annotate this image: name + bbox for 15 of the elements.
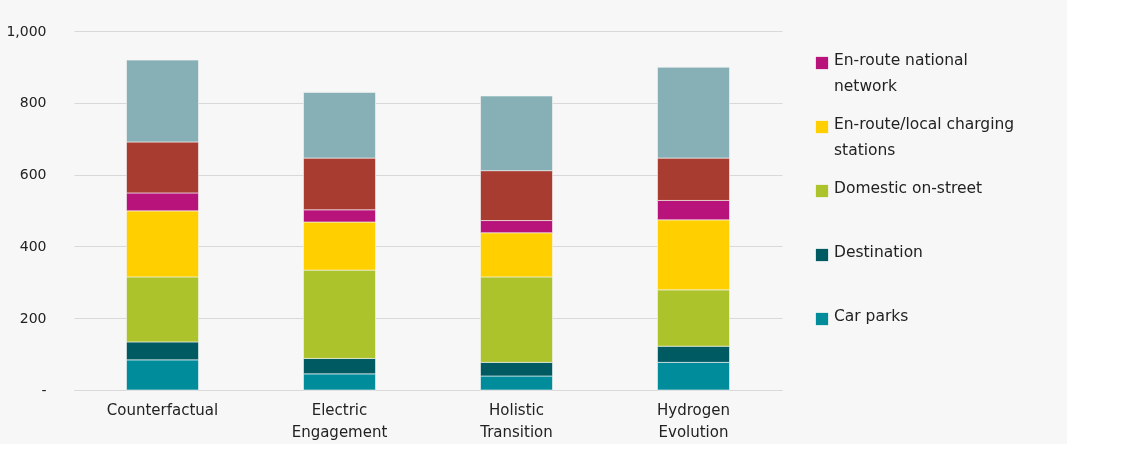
y-tick-label: 200 [19, 309, 47, 326]
legend-label: Destination [834, 243, 923, 261]
y-tick-label: - [41, 381, 47, 398]
legend-label: En-route/local charging stations [834, 115, 1015, 159]
y-tick-label: 400 [19, 237, 47, 254]
x-tick-label: Electric Engagement [291, 400, 388, 441]
x-tick-label: Holistic Transition [479, 400, 553, 441]
legend-label: En-route national network [834, 51, 968, 95]
y-tick-label: 600 [19, 166, 47, 183]
legend-label: Car parks [834, 307, 909, 325]
legend-label: Domestic on-street [834, 179, 983, 197]
y-tick-label: 800 [19, 94, 47, 111]
x-tick-label: Hydrogen Evolution [657, 400, 730, 441]
y-tick-label: 1,000 [6, 22, 47, 39]
x-tick-label: Counterfactual [106, 400, 219, 419]
